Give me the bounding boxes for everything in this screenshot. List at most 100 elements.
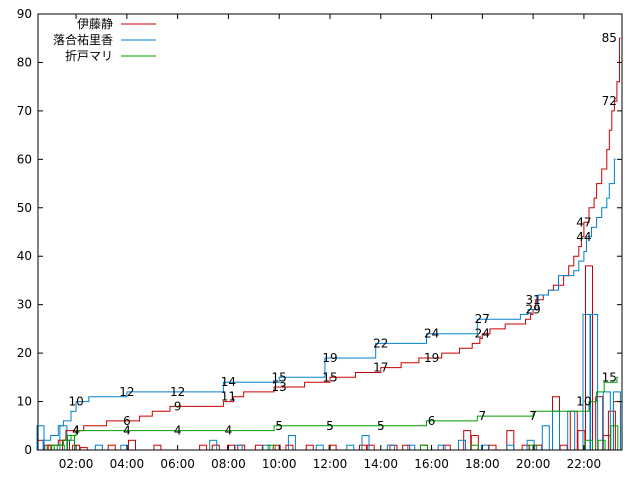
histogram-bar (595, 396, 604, 451)
series-value-label: 5 (275, 419, 283, 433)
series-value-label: 72 (602, 94, 617, 108)
x-tick-label: 14:00 (363, 457, 398, 471)
histogram-bar (541, 425, 550, 451)
legend-label: 伊藤静 (77, 17, 113, 31)
histogram-bar (128, 439, 136, 451)
histogram-bar (199, 444, 208, 451)
y-tick-label: 10 (17, 395, 32, 409)
histogram-bar (267, 444, 276, 451)
histogram-bar (585, 265, 593, 451)
histogram-bar (470, 435, 479, 451)
histogram-bar (407, 444, 416, 451)
y-tick-label: 50 (17, 201, 32, 215)
histogram-bar (602, 391, 611, 451)
x-tick-label: 04:00 (110, 457, 145, 471)
histogram-bar (552, 410, 560, 451)
x-tick-label: 06:00 (160, 457, 195, 471)
x-tick-label: 08:00 (211, 457, 246, 471)
histogram-bar (107, 444, 116, 451)
y-tick-label: 70 (17, 104, 32, 118)
histogram-bar (612, 391, 621, 451)
histogram-bar (590, 313, 599, 451)
series-value-label: 6 (123, 414, 131, 428)
histogram-bar (211, 444, 220, 451)
histogram-bar (285, 444, 294, 451)
histogram-bar (389, 444, 398, 451)
histogram-bar (534, 444, 543, 451)
histogram-bar (506, 430, 515, 451)
y-tick-label: 80 (17, 55, 32, 69)
series-value-label: 4 (174, 424, 182, 438)
series-value-label: 10 (576, 395, 591, 409)
series-value-label: 24 (424, 327, 439, 341)
histogram-bar (521, 444, 530, 451)
series-value-label: 7 (529, 409, 537, 423)
series-line (38, 376, 619, 451)
series-line (38, 37, 621, 451)
series-value-label: 5 (326, 419, 334, 433)
series-value-label: 9 (174, 399, 182, 413)
x-tick-label: 16:00 (414, 457, 449, 471)
histogram-bar (597, 439, 606, 451)
histogram-bar (437, 444, 446, 451)
histogram-bar (458, 439, 466, 451)
histogram-bar (602, 435, 611, 451)
y-tick-label: 20 (17, 346, 32, 360)
series-value-label: 6 (428, 414, 436, 428)
histogram-bar (346, 444, 355, 451)
series-value-label: 11 (221, 390, 236, 404)
histogram-bar (552, 396, 560, 451)
histogram-bar (420, 444, 428, 451)
series-value-label: 15 (272, 370, 287, 384)
series-value-label: 19 (322, 351, 337, 365)
histogram-bar (567, 410, 576, 451)
histogram-bar (470, 444, 479, 451)
histogram-bar (402, 444, 411, 451)
x-tick-label: 18:00 (465, 457, 500, 471)
histogram-bar (607, 410, 616, 451)
histogram-bar (153, 444, 162, 451)
series-value-label: 10 (68, 395, 83, 409)
x-tick-label: 12:00 (313, 457, 348, 471)
x-tick-label: 20:00 (516, 457, 551, 471)
series-value-label: 29 (525, 303, 540, 317)
series-value-label: 44 (576, 230, 591, 244)
histogram-bar (610, 425, 619, 451)
histogram-bar (315, 444, 324, 451)
histogram-bar (506, 444, 515, 451)
histogram-bar (359, 444, 367, 451)
histogram-bar (262, 444, 271, 451)
histogram-bar (234, 444, 243, 451)
series-value-label: 22 (373, 336, 388, 350)
x-tick-label: 02:00 (59, 457, 94, 471)
series-value-label: 13 (272, 380, 287, 394)
series-value-label: 47 (576, 215, 591, 229)
x-tick-label: 22:00 (567, 457, 602, 471)
series-value-label: 15 (322, 370, 337, 384)
series-value-label: 27 (475, 312, 490, 326)
histogram-bar (488, 444, 497, 451)
y-tick-label: 90 (17, 7, 32, 21)
histogram-bar (56, 444, 65, 451)
histogram-bar (254, 444, 263, 451)
series-value-label: 4 (123, 424, 131, 438)
y-tick-label: 30 (17, 298, 32, 312)
series-value-label: 12 (119, 385, 134, 399)
series-value-label: 17 (373, 361, 388, 375)
histogram-bar (361, 435, 370, 451)
legend-label: 落合祐里香 (53, 32, 113, 47)
series-value-label: 24 (475, 327, 490, 341)
series-value-label: 31 (525, 293, 540, 307)
series-line (38, 158, 616, 451)
histogram-bar (419, 444, 428, 451)
series-value-label: 85 (602, 31, 617, 45)
series-value-label: 4 (72, 424, 80, 438)
histogram-bar (366, 444, 375, 451)
series-value-label: 14 (221, 375, 236, 389)
histogram-bar (582, 313, 591, 451)
series-value-label: 19 (424, 351, 439, 365)
histogram-bar (386, 444, 395, 451)
